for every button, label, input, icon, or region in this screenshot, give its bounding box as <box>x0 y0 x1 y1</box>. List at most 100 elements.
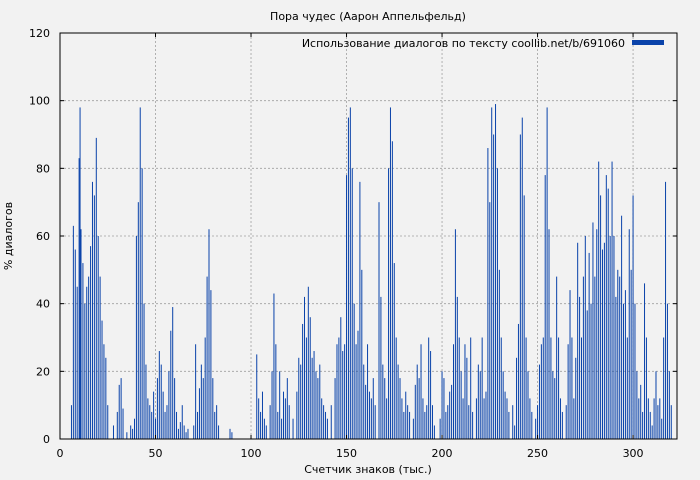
bar <box>475 398 477 439</box>
bar <box>602 249 604 439</box>
bar <box>447 405 449 439</box>
bar <box>82 263 84 439</box>
bar <box>512 405 514 439</box>
bar <box>418 378 420 439</box>
bar <box>168 371 170 439</box>
bar <box>634 303 636 439</box>
bar <box>311 357 313 439</box>
bar <box>653 398 655 439</box>
bar <box>86 286 88 439</box>
bar <box>271 371 273 439</box>
bar <box>582 276 584 439</box>
bar <box>183 425 185 439</box>
bar <box>296 391 298 439</box>
bar <box>177 428 179 439</box>
bar <box>619 276 621 439</box>
bar <box>642 411 644 439</box>
y-tick-label: 40 <box>36 298 50 311</box>
bar <box>112 425 114 439</box>
bar <box>605 175 607 439</box>
bar <box>101 320 103 439</box>
bar <box>70 405 72 439</box>
bar <box>116 411 118 439</box>
bar <box>645 337 647 439</box>
bar <box>370 398 372 439</box>
bar <box>594 276 596 439</box>
bar <box>363 364 365 439</box>
bar <box>617 269 619 439</box>
bar <box>269 405 271 439</box>
bar <box>198 388 200 439</box>
bar <box>372 378 374 439</box>
bar <box>367 344 369 439</box>
bar <box>414 384 416 439</box>
bar <box>504 391 506 439</box>
bar <box>502 371 504 439</box>
bar <box>284 398 286 439</box>
bar <box>668 371 670 439</box>
bar <box>334 378 336 439</box>
bar <box>166 405 168 439</box>
x-axis: 0 50 100 150 200 250 300 <box>57 33 644 460</box>
bar <box>378 202 380 439</box>
bar <box>342 351 344 439</box>
bar <box>174 378 176 439</box>
bar <box>325 411 327 439</box>
x-tick-label: 200 <box>432 447 453 460</box>
bar <box>397 364 399 439</box>
bar <box>374 405 376 439</box>
bar <box>433 425 435 439</box>
bar <box>644 283 646 439</box>
bar <box>638 398 640 439</box>
bar <box>586 310 588 439</box>
bar <box>659 398 661 439</box>
bar <box>561 411 563 439</box>
bar <box>384 378 386 439</box>
bar <box>651 425 653 439</box>
bar <box>527 371 529 439</box>
bar <box>537 405 539 439</box>
bar <box>317 378 319 439</box>
bar <box>584 236 586 439</box>
bar <box>460 371 462 439</box>
bar <box>382 364 384 439</box>
bar <box>347 117 349 439</box>
bar <box>107 405 109 439</box>
y-tick-label: 60 <box>36 230 50 243</box>
bar <box>120 378 122 439</box>
bar <box>292 418 294 439</box>
bar <box>477 364 479 439</box>
bar <box>340 317 342 439</box>
bar <box>441 371 443 439</box>
bar <box>359 181 361 439</box>
bar <box>580 337 582 439</box>
bar <box>422 398 424 439</box>
bar <box>323 405 325 439</box>
bar <box>517 323 519 439</box>
bar <box>615 296 617 439</box>
bar <box>523 195 525 439</box>
bar <box>388 168 390 440</box>
bar <box>229 428 231 439</box>
bar <box>344 344 346 439</box>
bar <box>118 384 120 439</box>
x-tick-label: 100 <box>241 447 262 460</box>
bar <box>80 229 82 439</box>
bar <box>181 405 183 439</box>
bar <box>156 378 158 439</box>
bar <box>592 222 594 439</box>
bar <box>200 364 202 439</box>
bar <box>546 107 548 439</box>
bar <box>212 378 214 439</box>
bar <box>95 137 97 439</box>
legend-label: Использование диалогов по тексту coollib… <box>302 37 625 50</box>
bar <box>139 107 141 439</box>
y-tick-label: 120 <box>29 27 50 40</box>
bar <box>655 371 657 439</box>
bar <box>647 398 649 439</box>
bar <box>544 175 546 439</box>
bar <box>579 296 581 439</box>
bar <box>76 286 78 439</box>
bar <box>613 236 615 439</box>
